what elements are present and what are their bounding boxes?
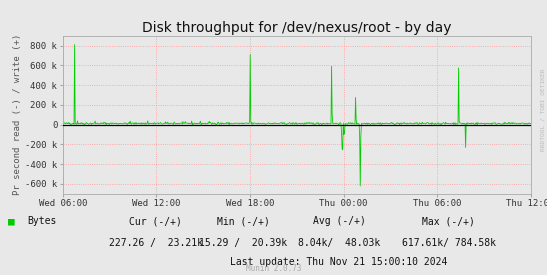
Y-axis label: Pr second read (-) / write (+): Pr second read (-) / write (+) — [13, 34, 22, 196]
Text: 617.61k/ 784.58k: 617.61k/ 784.58k — [401, 238, 496, 248]
Text: Cur (-/+): Cur (-/+) — [130, 216, 182, 226]
Title: Disk throughput for /dev/nexus/root - by day: Disk throughput for /dev/nexus/root - by… — [142, 21, 451, 35]
Text: Max (-/+): Max (-/+) — [422, 216, 475, 226]
Text: Munin 2.0.73: Munin 2.0.73 — [246, 264, 301, 273]
Text: Bytes: Bytes — [27, 216, 57, 226]
Text: Min (-/+): Min (-/+) — [217, 216, 270, 226]
Text: Avg (-/+): Avg (-/+) — [313, 216, 365, 226]
Text: 8.04k/  48.03k: 8.04k/ 48.03k — [298, 238, 380, 248]
Text: 227.26 /  23.21k: 227.26 / 23.21k — [109, 238, 203, 248]
Text: RRDTOOL / TOBI OETIKER: RRDTOOL / TOBI OETIKER — [540, 69, 545, 151]
Text: ■: ■ — [8, 216, 15, 226]
Text: 15.29 /  20.39k: 15.29 / 20.39k — [199, 238, 288, 248]
Text: Last update: Thu Nov 21 15:00:10 2024: Last update: Thu Nov 21 15:00:10 2024 — [230, 257, 448, 267]
